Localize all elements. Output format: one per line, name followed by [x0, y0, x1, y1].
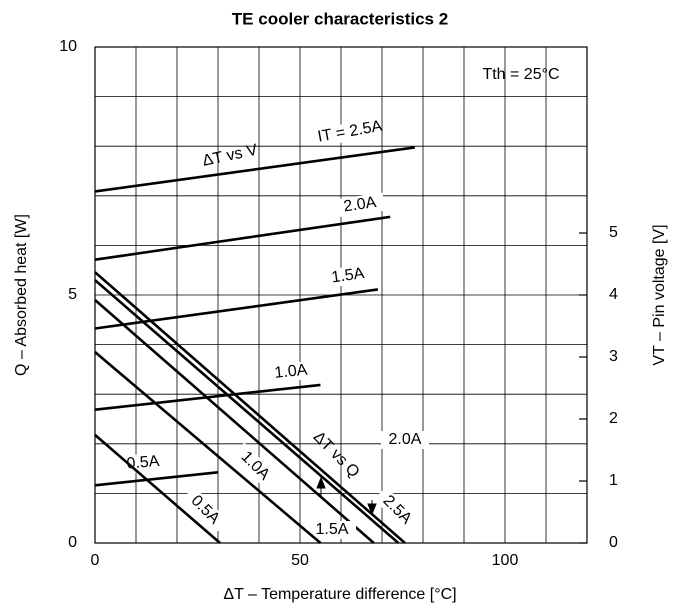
series-line [94, 146, 415, 193]
label-bg [308, 521, 356, 539]
series-label: 2.0A [389, 431, 422, 448]
label-bg [118, 451, 168, 475]
series-line [94, 351, 322, 544]
annotation: Tth = 25°C [482, 66, 559, 83]
y-axis-label: Q – Absorbed heat [W] [13, 214, 30, 376]
y2-tick-label: 4 [609, 286, 618, 303]
series-label: IT = 2.5A [316, 118, 383, 146]
series-line [94, 433, 221, 544]
x-tick-label: 50 [291, 552, 309, 569]
x-tick-label: 0 [91, 552, 100, 569]
series-line [94, 471, 219, 487]
label-bg [231, 442, 279, 490]
series-line [94, 279, 400, 544]
y-tick-label: 10 [59, 38, 77, 55]
y2-tick-label: 5 [609, 224, 618, 241]
series-label: 1.5A [316, 521, 349, 538]
series-label: 1.5A [330, 265, 365, 286]
label-bg [181, 486, 229, 534]
label-bg [373, 486, 421, 534]
y2-tick-label: 3 [609, 348, 618, 365]
annotation: ΔT vs V [201, 142, 259, 170]
label-bg [334, 192, 386, 218]
label-bg [381, 431, 429, 449]
y-tick-label: 0 [68, 534, 77, 551]
series-line [94, 215, 391, 261]
x-tick-label: 100 [492, 552, 519, 569]
label-bg [322, 263, 374, 289]
series-line [94, 298, 375, 544]
series-label: 2.0A [342, 194, 377, 215]
y2-tick-label: 2 [609, 410, 618, 427]
series-line [94, 271, 406, 544]
note-box [466, 60, 578, 90]
series-label: 0.5A [126, 453, 161, 473]
arrow [367, 500, 377, 516]
label-bg [266, 360, 316, 384]
chart-title: TE cooler characteristics 2 [232, 9, 448, 28]
y2-axis-label: VT – Pin voltage [V] [651, 224, 668, 365]
y2-tick-label: 1 [609, 472, 618, 489]
label-bg [324, 118, 376, 146]
y-tick-label: 5 [68, 286, 77, 303]
series-label: 1.0A [274, 362, 309, 382]
x-axis-label: ΔT – Temperature difference [°C] [223, 586, 456, 603]
y2-tick-label: 0 [609, 534, 618, 551]
